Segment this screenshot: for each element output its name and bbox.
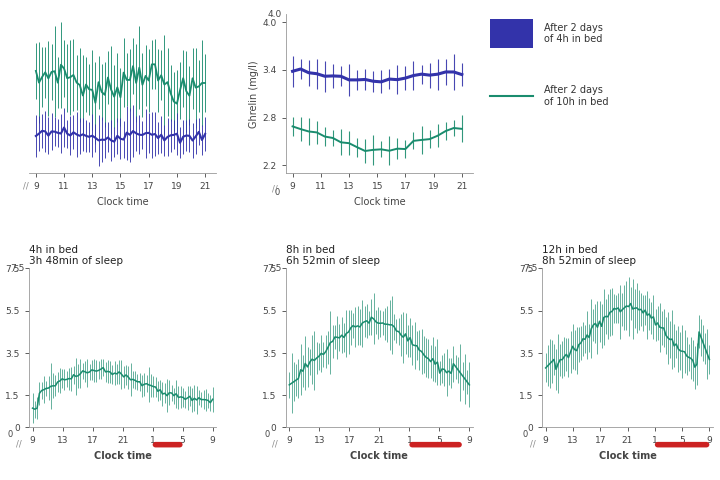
Text: //: // (272, 440, 278, 449)
X-axis label: Clock time: Clock time (354, 197, 405, 207)
X-axis label: Clock time: Clock time (96, 197, 148, 207)
Text: 0: 0 (523, 430, 528, 439)
Text: //: // (16, 440, 22, 449)
Text: After 2 days
of 10h in bed: After 2 days of 10h in bed (544, 85, 608, 107)
X-axis label: Clock time: Clock time (94, 451, 151, 461)
X-axis label: Clock time: Clock time (598, 451, 657, 461)
Text: 4h in bed
3h 48min of sleep: 4h in bed 3h 48min of sleep (29, 245, 123, 266)
Text: 8h in bed
6h 52min of sleep: 8h in bed 6h 52min of sleep (286, 245, 379, 266)
Text: 7.5: 7.5 (10, 264, 24, 273)
Text: 4.0: 4.0 (267, 10, 282, 19)
Text: //: // (272, 184, 278, 193)
X-axis label: Clock time: Clock time (351, 451, 408, 461)
Text: //: // (23, 181, 29, 190)
Text: 0: 0 (264, 430, 269, 439)
Y-axis label: Ghrelin (mg/l): Ghrelin (mg/l) (249, 60, 259, 128)
Text: 0: 0 (7, 430, 13, 439)
Text: 0: 0 (275, 188, 280, 197)
Text: After 2 days
of 4h in bed: After 2 days of 4h in bed (544, 23, 603, 44)
Text: //: // (530, 440, 536, 449)
Text: 12h in bed
8h 52min of sleep: 12h in bed 8h 52min of sleep (542, 245, 636, 266)
Text: 7.5: 7.5 (523, 264, 538, 273)
Text: 7.5: 7.5 (267, 264, 282, 273)
